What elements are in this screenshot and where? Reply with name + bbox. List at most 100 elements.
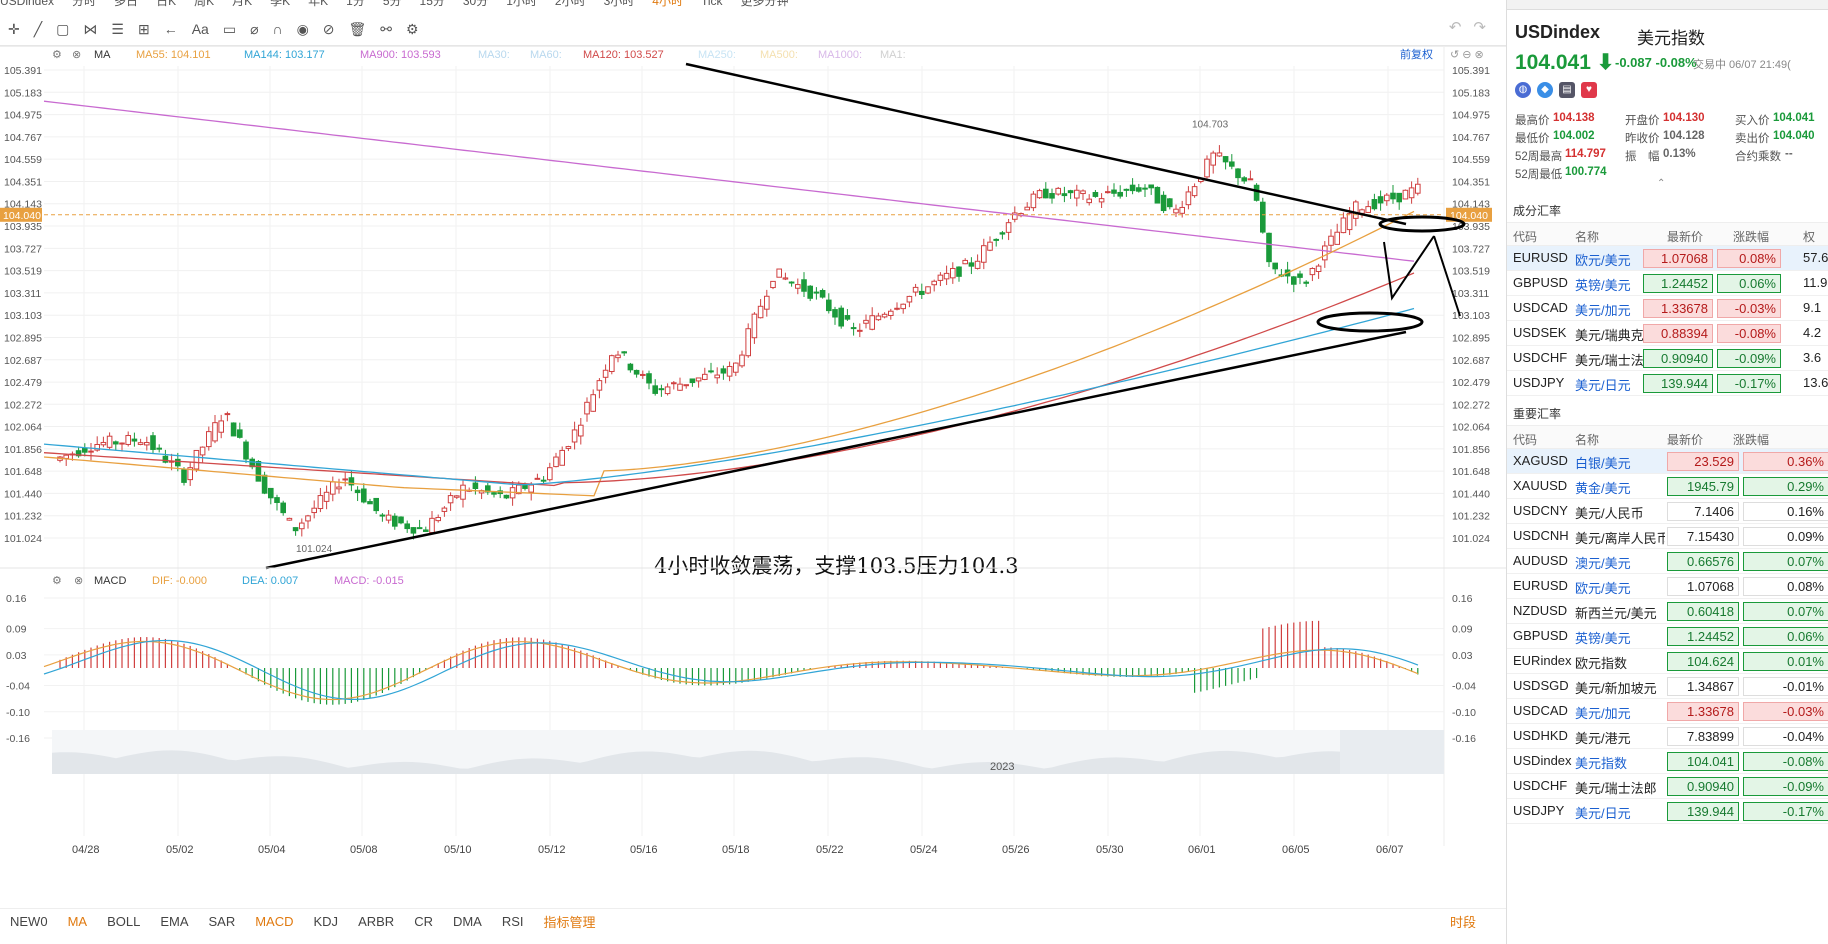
column-header[interactable]: 代码 <box>1513 230 1538 244</box>
indicator-macd[interactable]: MACD <box>255 914 294 929</box>
period-tab[interactable]: 30分 <box>462 0 489 8</box>
close-icon[interactable]: ⊗ <box>72 49 81 61</box>
text-tool-icon[interactable]: Aa <box>191 21 209 37</box>
table-row[interactable]: NZDUSD 新西兰元/美元 0.60418 0.07% <box>1507 599 1828 624</box>
ma-legend-item[interactable]: MA500: <box>760 49 798 61</box>
period-tab[interactable]: 2小时 <box>554 0 586 8</box>
column-header[interactable]: 名称 <box>1575 230 1600 244</box>
indicator-kdj[interactable]: KDJ <box>313 914 339 929</box>
column-header[interactable]: 最新价 <box>1667 230 1704 244</box>
period-tab[interactable]: USDindex <box>0 0 55 8</box>
column-header[interactable]: 名称 <box>1575 433 1600 447</box>
period-tab[interactable]: 5分 <box>382 0 402 8</box>
settings-icon[interactable]: ⚙ <box>406 21 419 37</box>
period-tab[interactable]: 3小时 <box>603 0 635 8</box>
settings-icon[interactable]: ⚙ <box>52 49 62 61</box>
ma-legend-item[interactable]: MA250: <box>698 49 736 61</box>
line-tool-icon[interactable]: ╱ <box>33 21 43 37</box>
adjust-label[interactable]: 前复权 <box>1400 47 1433 61</box>
ma-legend-item[interactable]: MA60: <box>530 49 562 61</box>
period-tab[interactable]: 更多分钟 <box>740 0 789 8</box>
period-tab[interactable]: Tick <box>700 0 723 8</box>
measure-tool-icon[interactable]: ⊞ <box>137 21 150 37</box>
column-header[interactable]: 最新价 <box>1667 433 1704 447</box>
resistance-ellipse[interactable] <box>1378 215 1466 233</box>
period-tab[interactable]: 日K <box>156 0 177 8</box>
indicator-sar[interactable]: SAR <box>208 914 236 929</box>
eye-icon[interactable]: ◉ <box>296 21 309 37</box>
period-tab[interactable]: 多日 <box>114 0 139 8</box>
support-ellipse[interactable] <box>1316 311 1424 333</box>
arrow-path[interactable] <box>1383 235 1435 301</box>
overview-window[interactable] <box>1340 730 1444 774</box>
indicator-ma[interactable]: MA <box>67 914 88 929</box>
tag-icon[interactable]: ◆ <box>1537 82 1553 98</box>
column-header[interactable]: 涨跌幅 <box>1733 433 1770 447</box>
crosshair-icon[interactable]: ✛ <box>8 21 20 37</box>
table-row[interactable]: USDCAD 美元/加元 1.33678 -0.03% <box>1507 699 1828 724</box>
pattern-tool-icon[interactable]: ⋈ <box>83 21 98 37</box>
period-tab[interactable]: 1小时 <box>506 0 537 8</box>
period-tab[interactable]: 分时 <box>72 0 97 8</box>
link-icon[interactable]: ⚯ <box>380 21 393 37</box>
table-row[interactable]: USDindex 美元指数 104.041 -0.08% <box>1507 749 1828 774</box>
indicator-arbr[interactable]: ARBR <box>358 914 395 929</box>
indicator-ema[interactable]: EMA <box>160 914 189 929</box>
arrow-tool-icon[interactable]: ← <box>163 21 178 37</box>
ma-legend-item[interactable]: MA900: 103.593 <box>360 49 441 61</box>
table-row[interactable]: USDCHF 美元/瑞士法郎 0.90940 -0.09% <box>1507 774 1828 799</box>
period-tab[interactable]: 年K <box>308 0 329 8</box>
table-row[interactable]: AUDUSD 澳元/美元 0.66576 0.07% <box>1507 549 1828 574</box>
macd-settings-icon[interactable]: ⚙ <box>52 575 62 587</box>
period-tab[interactable]: 1分 <box>346 0 365 8</box>
collapse-icon[interactable]: ⌃ <box>1657 178 1666 189</box>
ma-legend-item[interactable]: MA55: 104.101 <box>136 49 211 61</box>
table-row[interactable]: XAGUSD 白银/美元 23.529 0.36% <box>1507 449 1828 474</box>
table-row[interactable]: EURUSD 欧元/美元 1.07068 0.08% 57.6 <box>1507 246 1828 271</box>
globe-icon[interactable]: ◍ <box>1515 82 1531 98</box>
table-row[interactable]: XAUUSD 黄金/美元 1945.79 0.29% <box>1507 474 1828 499</box>
table-row[interactable]: EURUSD 欧元/美元 1.07068 0.08% <box>1507 574 1828 599</box>
ma-legend-item[interactable]: MA30: <box>478 49 510 61</box>
table-row[interactable]: USDSEK 美元/瑞典克 0.88394 -0.08% 4.2 <box>1507 321 1828 346</box>
session-button[interactable]: 时段 <box>1449 915 1476 930</box>
period-tab[interactable]: 季K <box>270 0 291 8</box>
table-row[interactable]: USDCAD 美元/加元 1.33678 -0.03% 9.1 <box>1507 296 1828 321</box>
ma-legend-item[interactable]: MA1000: <box>818 49 862 61</box>
indicator-boll[interactable]: BOLL <box>107 914 141 929</box>
arrow-down[interactable] <box>1433 235 1461 317</box>
table-row[interactable]: USDJPY 美元/日元 139.944 -0.17% <box>1507 799 1828 824</box>
magnet-icon[interactable]: ∩ <box>272 21 283 37</box>
table-row[interactable]: GBPUSD 英镑/美元 1.24452 0.06% <box>1507 624 1828 649</box>
indicator-cr[interactable]: CR <box>414 914 433 929</box>
favorite-icon[interactable]: ♥ <box>1581 82 1597 98</box>
column-header[interactable]: 代码 <box>1513 433 1538 447</box>
table-row[interactable]: USDHKD 美元/港元 7.83899 -0.04% <box>1507 724 1828 749</box>
ma-legend-item[interactable]: MA120: 103.527 <box>583 49 664 61</box>
doc-icon[interactable]: ▤ <box>1559 82 1575 98</box>
ma-legend-item[interactable]: MA1: <box>880 49 906 61</box>
column-header[interactable]: 涨跌幅 <box>1733 230 1770 244</box>
macd-close-icon[interactable]: ⊗ <box>74 575 83 587</box>
lock-icon[interactable]: ⊘ <box>322 21 335 37</box>
pane-controls-icon[interactable]: ↺ ⊖ ⊗ <box>1450 49 1484 61</box>
ma-legend-item[interactable]: MA144: 103.177 <box>244 49 325 61</box>
indicator-rsi[interactable]: RSI <box>501 914 524 929</box>
period-tab[interactable]: 月K <box>232 0 253 8</box>
period-tab[interactable]: 15分 <box>419 0 445 8</box>
eraser-icon[interactable]: ⌀ <box>250 21 259 37</box>
period-tab[interactable]: 4小时 <box>652 0 683 8</box>
column-header[interactable]: 权 <box>1803 230 1816 244</box>
table-row[interactable]: EURindex 欧元指数 104.624 0.01% <box>1507 649 1828 674</box>
undo-redo[interactable]: ↶↷ <box>1448 19 1498 36</box>
table-row[interactable]: USDSGD 美元/新加坡元 1.34867 -0.01% <box>1507 674 1828 699</box>
indicator-manage[interactable]: 指标管理 <box>543 915 596 930</box>
kline-chart[interactable]: 105.391 105.391 105.183 105.183 104.975 104.9… <box>0 46 1506 896</box>
table-row[interactable]: USDCNY 美元/人民币 7.1406 0.16% <box>1507 499 1828 524</box>
indicator-dma[interactable]: DMA <box>452 914 482 929</box>
table-row[interactable]: USDCNH 美元/离岸人民币 7.15430 0.09% <box>1507 524 1828 549</box>
period-tab[interactable]: 周K <box>194 0 215 8</box>
table-row[interactable]: USDCHF 美元/瑞士法 0.90940 -0.09% 3.6 <box>1507 346 1828 371</box>
drawn-trendlines[interactable] <box>265 62 1407 570</box>
shape-tool-icon[interactable]: ▢ <box>56 21 70 37</box>
